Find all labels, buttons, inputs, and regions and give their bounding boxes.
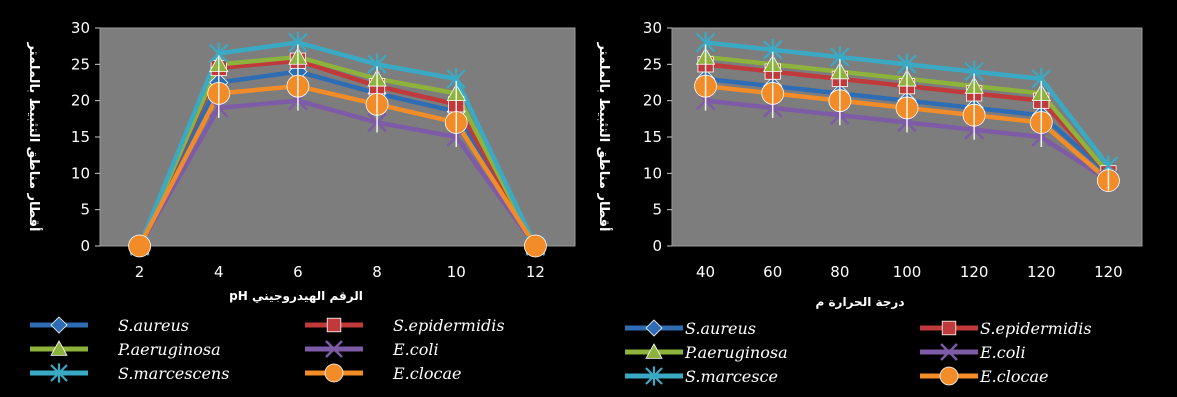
legend-label-s-marcescens: S.marcescens	[118, 364, 229, 383]
series-line-e-clocae	[137, 83, 538, 248]
chart-temperature: 0 5 10 15 20 25 30 40 60 80 100 120 120 120 أقطار مناط…	[596, 19, 1143, 386]
legend-label-s-aureus: S.aureus	[118, 316, 189, 335]
legend-marker-e-coli	[325, 340, 343, 358]
legend-label-e-coli: E.coli	[392, 340, 439, 359]
legend-marker-p-aeruginosa	[50, 340, 68, 356]
y-tick-label: 10	[71, 164, 90, 182]
x-tick-label: 4	[214, 263, 224, 281]
x-tick-label: 12	[526, 263, 545, 281]
legend-marker-s-aureus	[645, 319, 663, 337]
y-axis-label: أقطار مناطق التثبيط بالملمتر	[596, 41, 613, 231]
legend-marker-p-aeruginosa	[645, 343, 663, 359]
legend-label-s-aureus: S.aureus	[685, 319, 756, 338]
legend-label-s-epidermidis: S.epidermidis	[980, 319, 1092, 338]
x-tick-label: 100	[893, 263, 922, 281]
legend-label-p-aeruginosa: P.aeruginosa	[117, 340, 221, 359]
x-tick-label: 40	[696, 263, 715, 281]
legend-label-s-epidermidis: S.epidermidis	[393, 316, 505, 335]
y-tick-label: 15	[643, 128, 662, 146]
legend-marker-s-epidermidis	[941, 320, 957, 336]
x-tick-label: 120	[1094, 263, 1123, 281]
series-line-e-coli	[137, 98, 538, 248]
legend-marker-s-marcesce	[645, 366, 663, 386]
x-tick-label: 6	[293, 263, 303, 281]
y-tick-label: 0	[80, 237, 90, 255]
legend-label-s-marcesce: S.marcesce	[685, 367, 778, 386]
y-tick-label: 20	[643, 92, 662, 110]
y-tick-label: 25	[643, 55, 662, 73]
y-tick-label: 15	[71, 128, 90, 146]
legend-label-e-clocae: E.clocae	[392, 364, 461, 383]
legend-marker-e-clocae	[324, 363, 344, 383]
x-tick-label: 120	[1027, 263, 1056, 281]
y-tick-label: 25	[71, 55, 90, 73]
series-line-s-aureus	[137, 69, 538, 248]
legend-label-e-clocae: E.clocae	[979, 367, 1048, 386]
data-point-e-clocae	[524, 234, 547, 258]
legend-marker-e-clocae	[939, 366, 959, 386]
x-tick-label: 80	[830, 263, 849, 281]
y-tick-label: 5	[80, 201, 90, 219]
legend-marker-s-aureus	[50, 316, 68, 334]
legend-marker-s-marcescens	[50, 363, 68, 383]
series-line-p-aeruginosa	[137, 54, 538, 248]
x-tick-label: 120	[960, 263, 989, 281]
legend-label-p-aeruginosa: P.aeruginosa	[684, 343, 788, 362]
legend-marker-s-epidermidis	[326, 317, 342, 333]
y-tick-label: 30	[71, 19, 90, 37]
x-tick-label: 8	[372, 263, 382, 281]
x-tick-label: 2	[135, 263, 145, 281]
y-tick-label: 20	[71, 92, 90, 110]
x-axis-label: pH الرقم الهيدروجيني	[229, 289, 363, 304]
y-tick-label: 5	[652, 201, 662, 219]
y-tick-label: 30	[643, 19, 662, 37]
x-tick-label: 10	[447, 263, 466, 281]
y-axis-label: أقطار مناطق التثبيط بالملمتر	[26, 41, 43, 231]
series-line-s-marcescens	[137, 40, 538, 247]
plot-area	[99, 27, 576, 247]
x-axis-label: درجة الحرارة م	[816, 295, 905, 310]
chart-ph: 0 5 10 15 20 25 30 2 4 6 8 10 12 أقطار مناطق التثبيط …	[26, 19, 576, 383]
y-tick-label: 10	[643, 164, 662, 182]
legend-marker-e-coli	[940, 343, 958, 361]
y-tick-label: 0	[652, 237, 662, 255]
legend-label-e-coli: E.coli	[979, 343, 1026, 362]
x-tick-label: 60	[763, 263, 782, 281]
data-point-e-clocae	[128, 234, 151, 258]
